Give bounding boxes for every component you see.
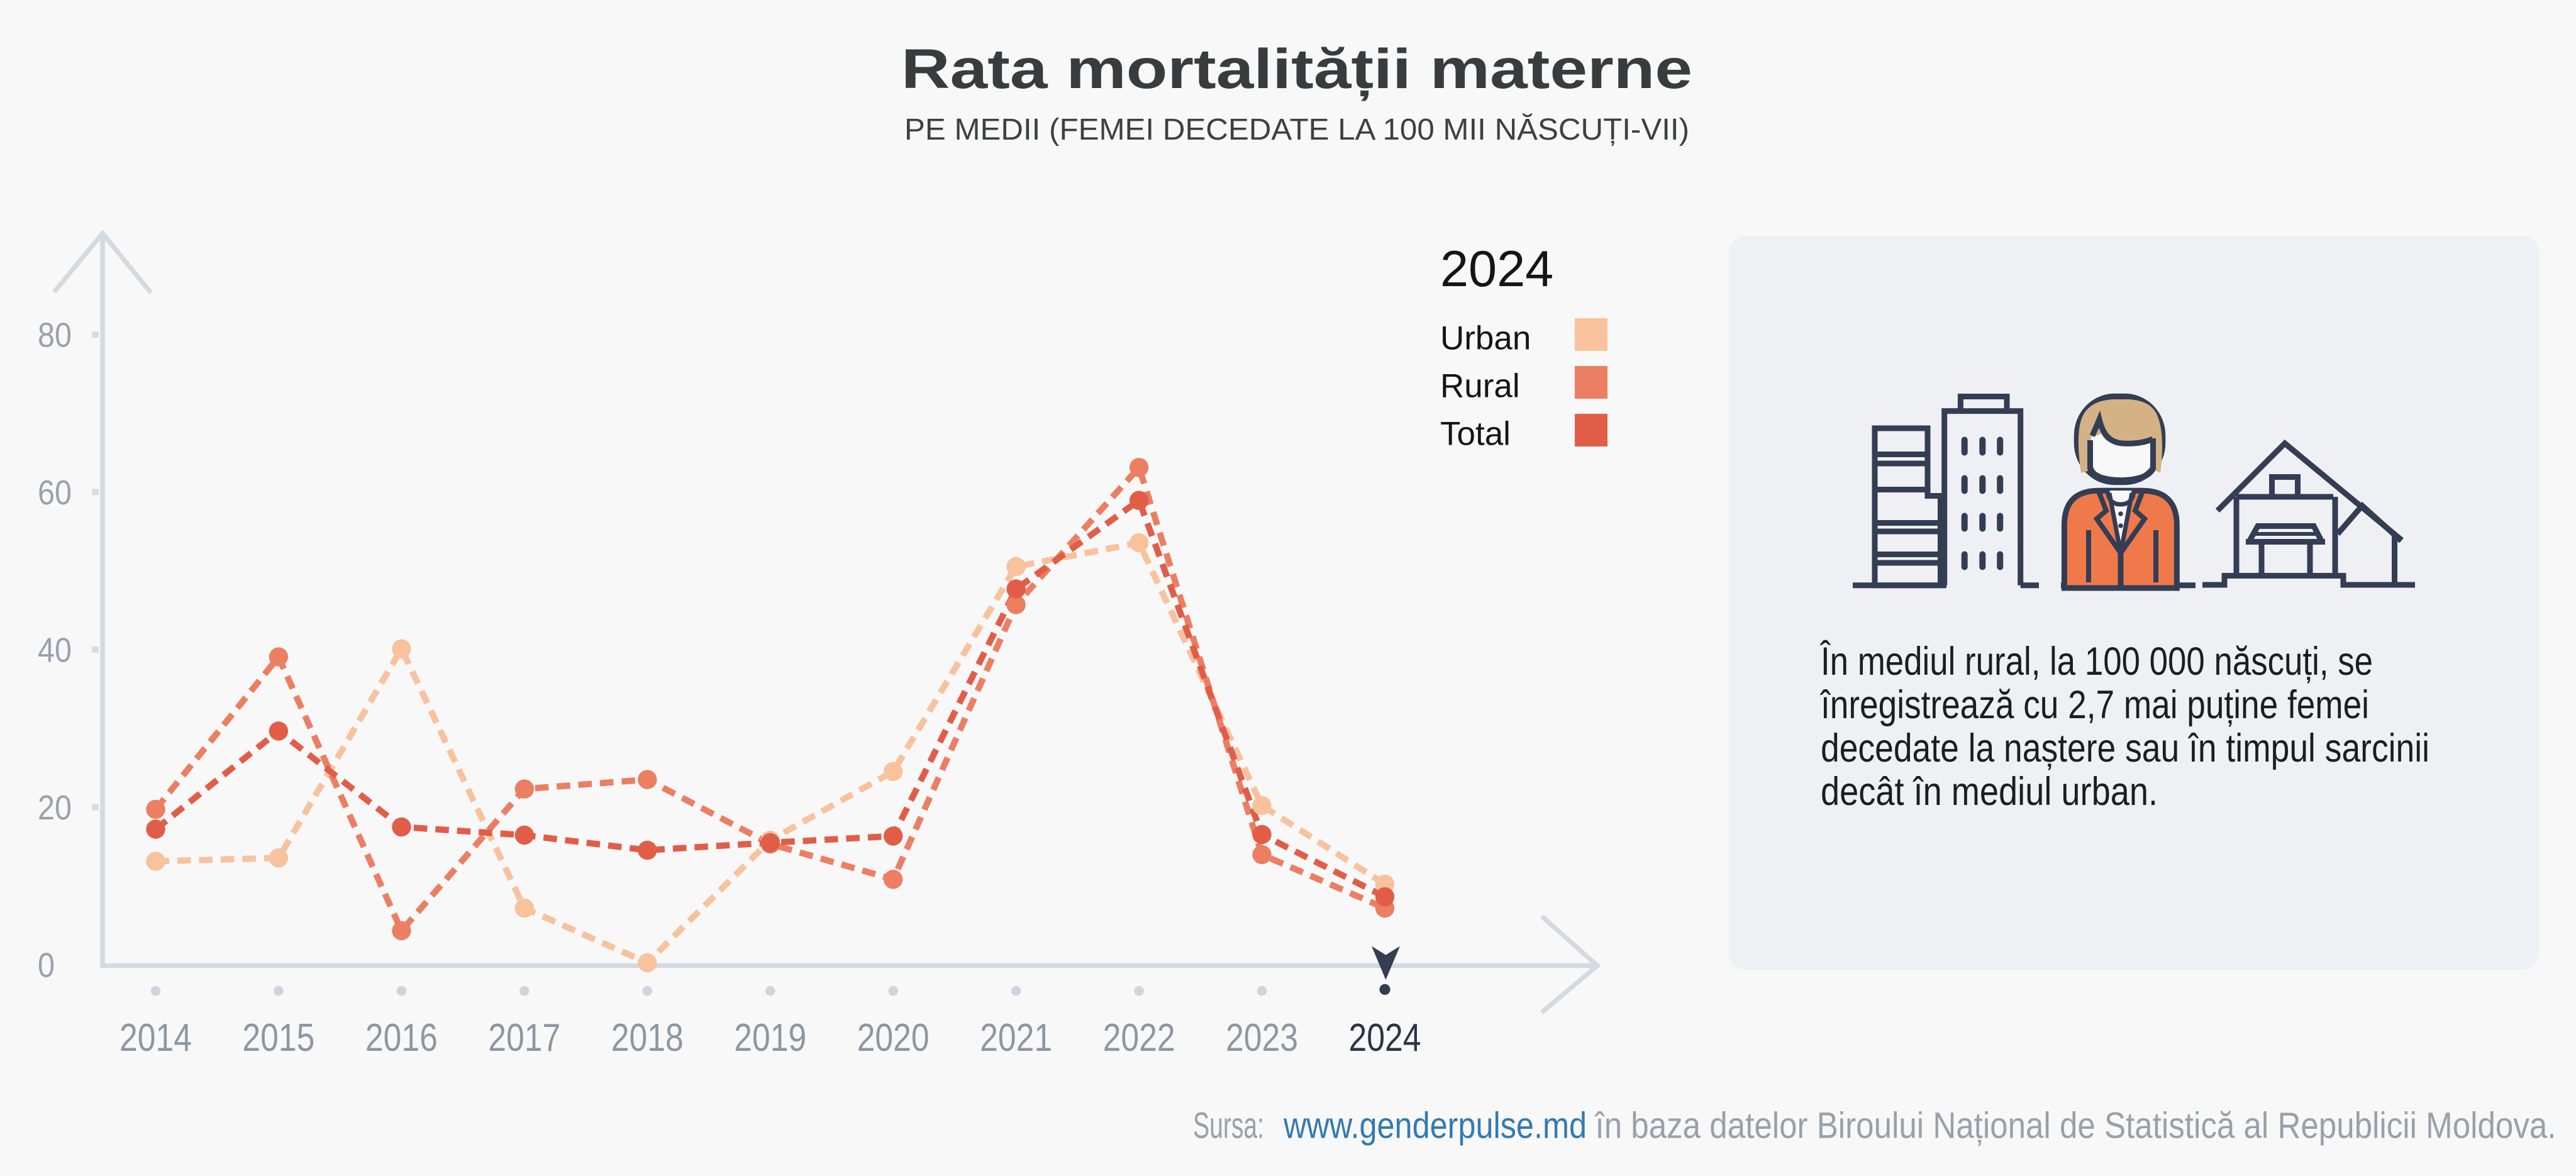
- svg-text:0: 0: [38, 946, 55, 985]
- svg-text:2019: 2019: [734, 1016, 806, 1060]
- svg-text:Sursa:: Sursa:: [1193, 1106, 1264, 1146]
- svg-text:decât în mediul urban.: decât în mediul urban.: [1821, 770, 2158, 814]
- svg-text:Urban: Urban: [1440, 320, 1531, 357]
- svg-text:2018: 2018: [611, 1016, 684, 1060]
- svg-text:înregistrează cu 2,7 mai puțin: înregistrează cu 2,7 mai puține femei: [1819, 683, 2369, 727]
- svg-text:20: 20: [38, 788, 72, 827]
- svg-text:40: 40: [38, 631, 72, 670]
- svg-text:60: 60: [38, 473, 72, 512]
- svg-text:2015: 2015: [242, 1016, 314, 1060]
- svg-text:80: 80: [38, 316, 72, 355]
- svg-text:2017: 2017: [488, 1016, 560, 1060]
- svg-text:decedate la naștere sau în tim: decedate la naștere sau în timpul sarcin…: [1821, 726, 2429, 770]
- svg-text:Total: Total: [1440, 416, 1511, 453]
- svg-text:2014: 2014: [119, 1016, 192, 1060]
- svg-text:Rata mortalității materne: Rata mortalității materne: [901, 37, 1692, 101]
- svg-text:în baza datelor Biroului Națio: în baza datelor Biroului Național de Sta…: [1594, 1106, 2557, 1146]
- svg-text:Rural: Rural: [1440, 368, 1520, 405]
- svg-text:2024: 2024: [1349, 1016, 1421, 1060]
- svg-text:2023: 2023: [1226, 1016, 1298, 1060]
- svg-text:2021: 2021: [980, 1016, 1052, 1060]
- svg-text:În mediul rural, la 100 000 nă: În mediul rural, la 100 000 născuți, se: [1819, 640, 2373, 684]
- svg-text:2024: 2024: [1440, 241, 1553, 297]
- svg-text:2016: 2016: [365, 1016, 438, 1060]
- svg-text:2020: 2020: [857, 1016, 930, 1060]
- svg-text:www.genderpulse.md: www.genderpulse.md: [1283, 1106, 1587, 1146]
- svg-text:2022: 2022: [1103, 1016, 1175, 1060]
- svg-text:PE MEDII (FEMEI DECEDATE LA 10: PE MEDII (FEMEI DECEDATE LA 100 MII NĂSC…: [904, 113, 1689, 147]
